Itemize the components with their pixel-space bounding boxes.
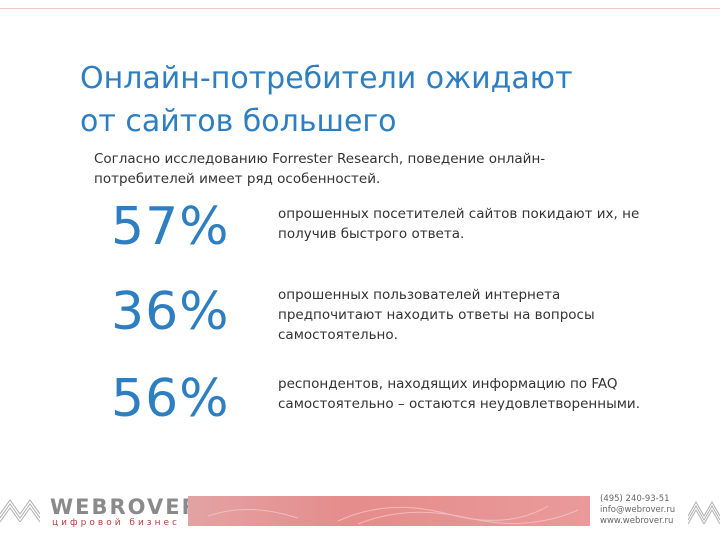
contact-website[interactable]: www.webrover.ru — [600, 516, 674, 526]
slide-subtitle: Согласно исследованию Forrester Research… — [94, 149, 614, 189]
stat-desc-line: самостоятельно. — [278, 327, 398, 343]
stat-desc-line: респондентов, находящих информацию по FA… — [278, 376, 618, 392]
title-line-1: Онлайн-потребители ожидают — [80, 61, 573, 96]
title-line-2: от сайтов большего — [80, 104, 397, 139]
footer-band — [188, 496, 590, 526]
stat-description: респондентов, находящих информацию по FA… — [278, 374, 698, 414]
top-divider — [0, 8, 720, 9]
stat-desc-line: получив быстрого ответа. — [278, 226, 465, 242]
subtitle-line-1: Согласно исследованию Forrester Research… — [94, 151, 546, 167]
brand-logo: WEBROVER — [50, 495, 200, 519]
contact-phone[interactable]: (495) 240-93-51 — [600, 494, 670, 504]
stat-value: 56% — [111, 369, 230, 429]
stat-description: опрошенных пользователей интернета предп… — [278, 285, 698, 345]
stat-value: 57% — [111, 197, 230, 257]
stat-value: 36% — [111, 282, 230, 342]
contact-info: (495) 240-93-51 info@webrover.ru www.web… — [600, 494, 675, 527]
stat-description: опрошенных посетителей сайтов покидают и… — [278, 204, 698, 244]
footer: WEBROVER цифровой бизнес (495) 240-93-51… — [0, 492, 720, 540]
stat-desc-line: опрошенных пользователей интернета — [278, 287, 561, 303]
contact-email[interactable]: info@webrover.ru — [600, 505, 676, 515]
brand-tagline: цифровой бизнес — [52, 518, 180, 528]
stat-desc-line: предпочитают находить ответы на вопросы — [278, 307, 595, 323]
band-pattern-icon — [207, 505, 579, 525]
decorative-pattern-icon — [688, 500, 720, 524]
stat-desc-line: самостоятельно – остаются неудовлетворен… — [278, 396, 640, 412]
stat-desc-line: опрошенных посетителей сайтов покидают и… — [278, 206, 640, 222]
slide-title: Онлайн-потребители ожидают от сайтов бол… — [80, 57, 680, 143]
decorative-pattern-icon — [0, 499, 40, 522]
subtitle-line-2: потребителей имеет ряд особенностей. — [94, 171, 381, 187]
